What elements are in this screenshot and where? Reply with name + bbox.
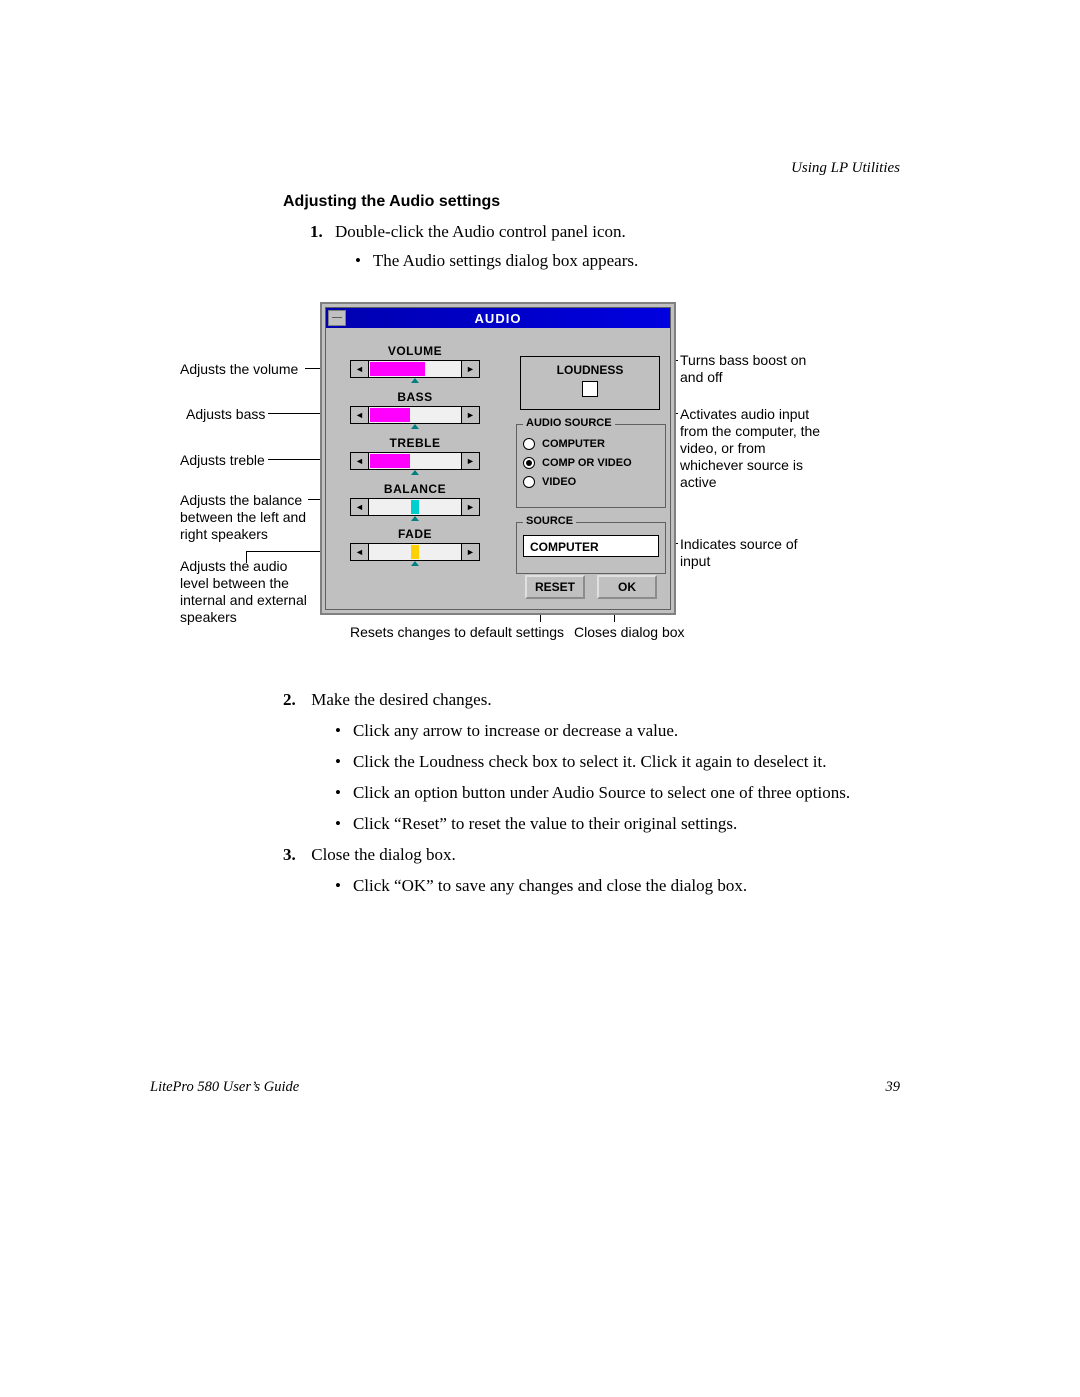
- audio-dialog-figure: Adjusts the volume Adjusts bass Adjusts …: [180, 302, 900, 642]
- step-2-text: Make the desired changes.: [311, 690, 491, 709]
- step-1-sub: • The Audio settings dialog box appears.: [355, 251, 638, 271]
- audio-source-group: AUDIO SOURCE COMPUTER COMP OR VIDEO VIDE…: [516, 424, 666, 508]
- step-2-number: 2.: [283, 688, 307, 711]
- arrow-right-icon[interactable]: ►: [461, 361, 479, 377]
- callout-ok: Closes dialog box: [574, 624, 685, 640]
- step-2d: •Click “Reset” to reset the value to the…: [335, 812, 903, 835]
- callout-loudness: Turns bass boost on and off: [680, 352, 820, 386]
- step-1: 1. Double-click the Audio control panel …: [310, 222, 626, 242]
- callout-treble: Adjusts treble: [180, 452, 265, 469]
- treble-slider-group: TREBLE ◄ ►: [350, 436, 480, 470]
- audio-dialog: — AUDIO VOLUME ◄ ► BASS ◄: [320, 302, 676, 615]
- step-2b: •Click the Loudness check box to select …: [335, 750, 903, 773]
- fade-slider[interactable]: ◄ ►: [350, 543, 480, 561]
- bass-slider-group: BASS ◄ ►: [350, 390, 480, 424]
- source-title: SOURCE: [523, 515, 576, 527]
- arrow-right-icon[interactable]: ►: [461, 407, 479, 423]
- titlebar: — AUDIO: [326, 308, 670, 328]
- step-2a: •Click any arrow to increase or decrease…: [335, 719, 903, 742]
- loudness-group: LOUDNESS: [520, 356, 660, 410]
- balance-label: BALANCE: [350, 482, 480, 496]
- loudness-checkbox[interactable]: [582, 381, 598, 397]
- running-header: Using LP Utilities: [791, 160, 900, 177]
- balance-slider-group: BALANCE ◄ ►: [350, 482, 480, 516]
- arrow-left-icon[interactable]: ◄: [351, 361, 369, 377]
- section-title: Adjusting the Audio settings: [283, 193, 500, 211]
- callout-fade: Adjusts the audio level between the inte…: [180, 558, 320, 626]
- treble-slider[interactable]: ◄ ►: [350, 452, 480, 470]
- step-2c: •Click an option button under Audio Sour…: [335, 781, 903, 804]
- arrow-left-icon[interactable]: ◄: [351, 407, 369, 423]
- callout-source: Indicates source of input: [680, 536, 820, 570]
- page-number: 39: [886, 1079, 901, 1096]
- step-2: 2. Make the desired changes.: [283, 688, 903, 711]
- system-menu-icon[interactable]: —: [328, 310, 346, 326]
- treble-label: TREBLE: [350, 436, 480, 450]
- bullet-icon: •: [355, 251, 361, 270]
- step-1-text: Double-click the Audio control panel ico…: [335, 222, 626, 241]
- callout-balance: Adjusts the balance between the left and…: [180, 492, 320, 543]
- arrow-left-icon[interactable]: ◄: [351, 453, 369, 469]
- bass-label: BASS: [350, 390, 480, 404]
- step-3a: •Click “OK” to save any changes and clos…: [335, 874, 903, 897]
- footer-title: LitePro 580 User’s Guide: [150, 1079, 299, 1096]
- bass-slider[interactable]: ◄ ►: [350, 406, 480, 424]
- callout-bass: Adjusts bass: [186, 406, 265, 423]
- arrow-right-icon[interactable]: ►: [461, 544, 479, 560]
- balance-slider[interactable]: ◄ ►: [350, 498, 480, 516]
- reset-button[interactable]: RESET: [525, 575, 585, 599]
- step-3: 3. Close the dialog box.: [283, 843, 903, 866]
- volume-slider[interactable]: ◄ ►: [350, 360, 480, 378]
- arrow-left-icon[interactable]: ◄: [351, 499, 369, 515]
- audio-source-title: AUDIO SOURCE: [523, 417, 615, 429]
- arrow-left-icon[interactable]: ◄: [351, 544, 369, 560]
- step-3-text: Close the dialog box.: [311, 845, 455, 864]
- arrow-right-icon[interactable]: ►: [461, 499, 479, 515]
- dialog-title: AUDIO: [475, 311, 522, 326]
- step-3-number: 3.: [283, 843, 307, 866]
- loudness-label: LOUDNESS: [521, 363, 659, 377]
- volume-slider-group: VOLUME ◄ ►: [350, 344, 480, 378]
- source-value: COMPUTER: [523, 535, 659, 557]
- fade-slider-group: FADE ◄ ►: [350, 527, 480, 561]
- volume-label: VOLUME: [350, 344, 480, 358]
- callout-reset: Resets changes to default settings: [350, 624, 564, 640]
- radio-video[interactable]: VIDEO: [523, 476, 659, 488]
- callout-volume: Adjusts the volume: [180, 361, 298, 378]
- ok-button[interactable]: OK: [597, 575, 657, 599]
- radio-comp-or-video[interactable]: COMP OR VIDEO: [523, 457, 659, 469]
- arrow-right-icon[interactable]: ►: [461, 453, 479, 469]
- radio-computer[interactable]: COMPUTER: [523, 438, 659, 450]
- callout-audiosource: Activates audio input from the computer,…: [680, 406, 830, 491]
- step-1-number: 1.: [310, 222, 323, 241]
- source-group: SOURCE COMPUTER: [516, 522, 666, 574]
- fade-label: FADE: [350, 527, 480, 541]
